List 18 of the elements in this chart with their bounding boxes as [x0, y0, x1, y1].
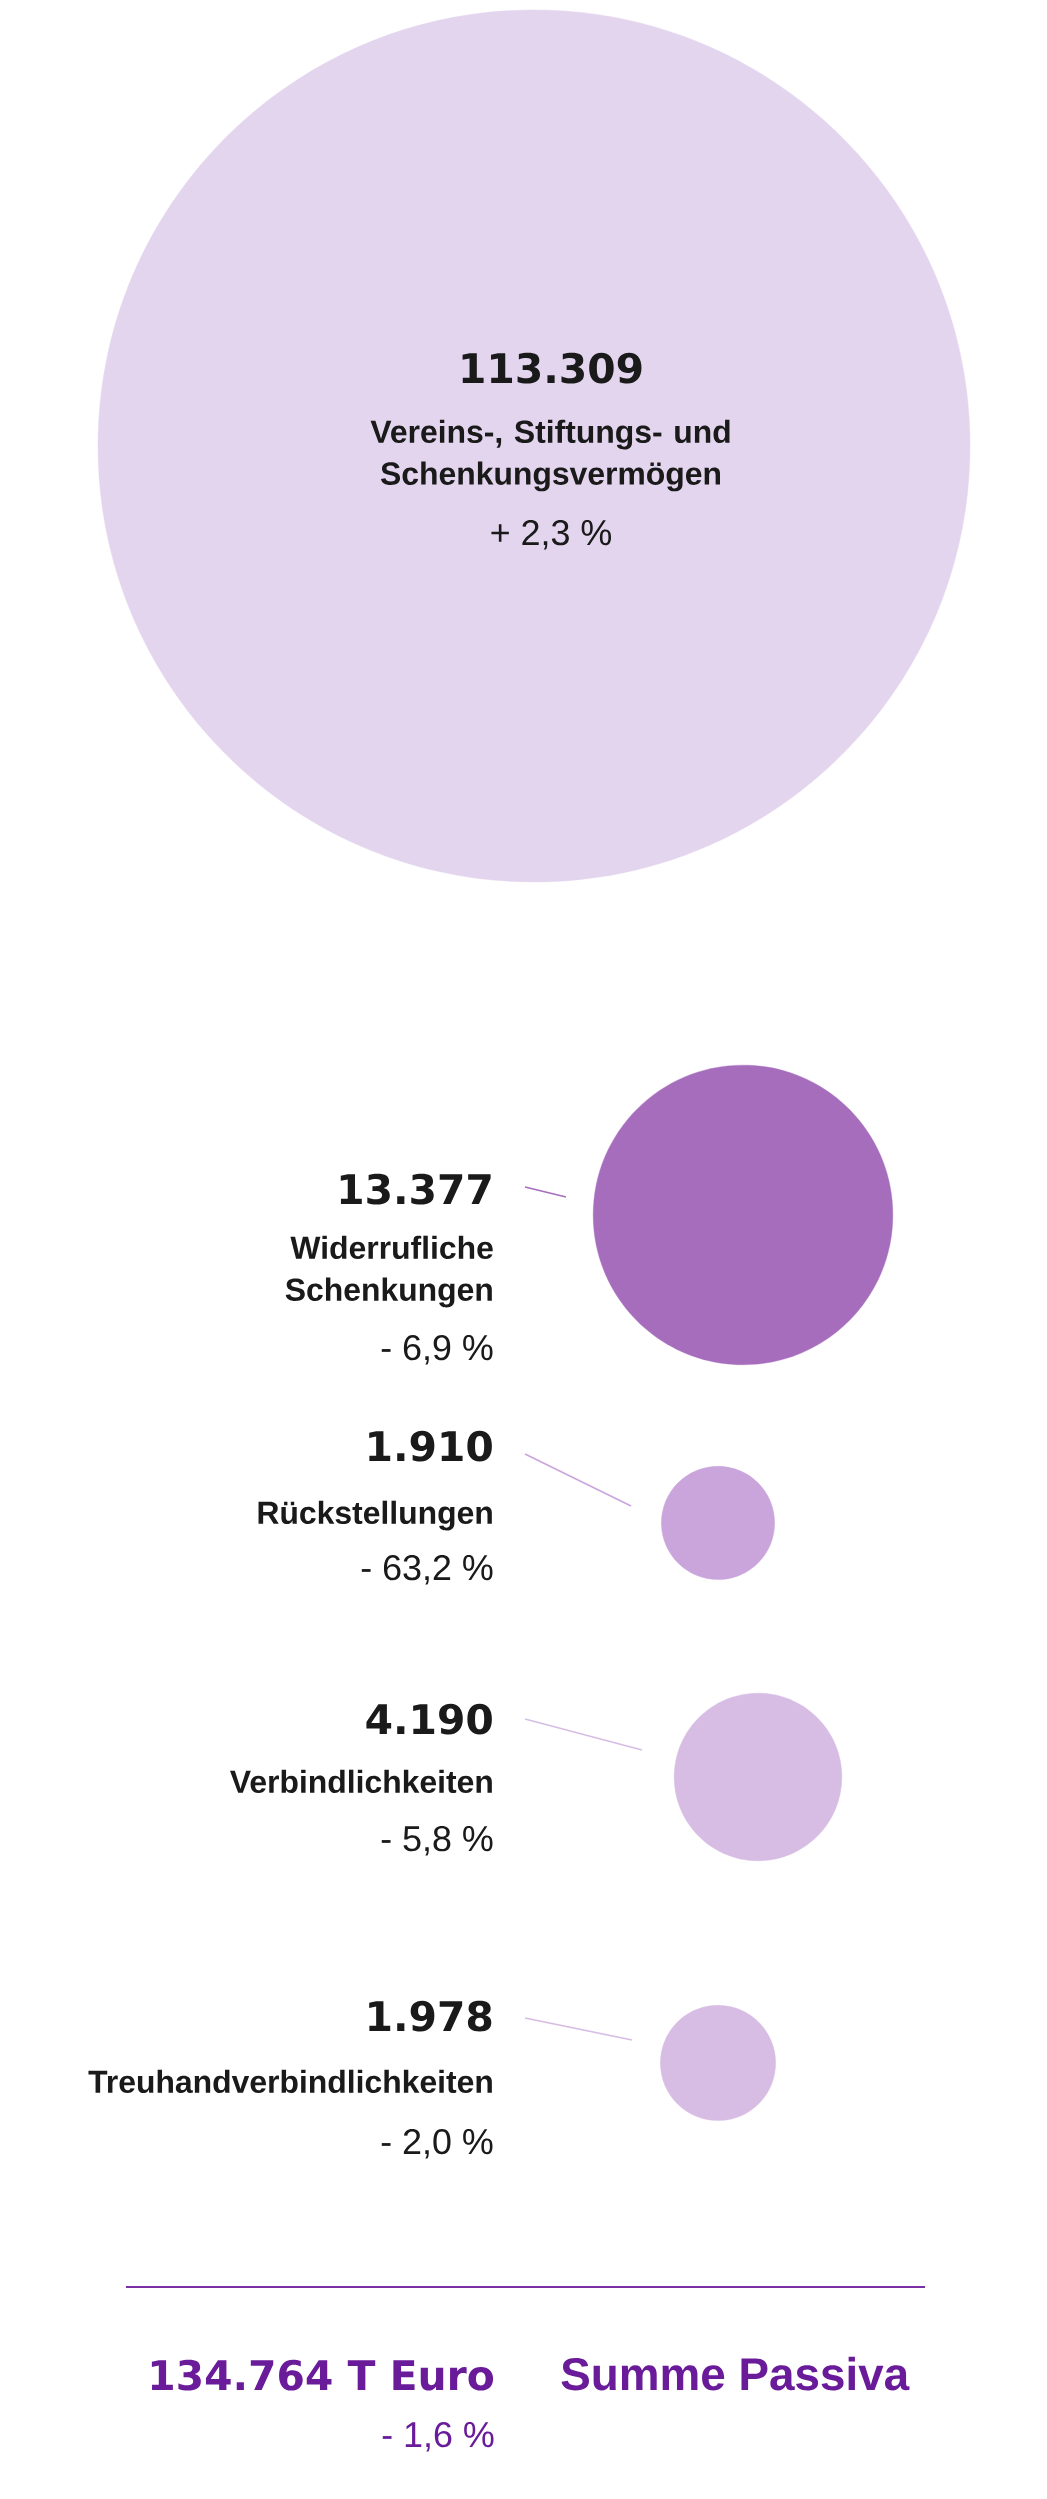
text: - 1,6 % — [382, 2421, 494, 2452]
category-label: Vereins-, Stiftungs- und Schenkungsvermögen — [370, 419, 730, 492]
text: 134.764 T Euro — [151, 2359, 494, 2391]
category-label: Widerrufliche Schenkungen — [285, 1235, 493, 1308]
text: - 2,0 % — [381, 2128, 493, 2159]
text: - 5,8 % — [381, 1825, 493, 1856]
data-label: 1.978 — [369, 2000, 492, 2032]
data-label: 4.190 — [366, 1703, 492, 1735]
text: - 63,2 % — [361, 1554, 493, 1585]
category-label: Treuhandverbindlichkeiten — [88, 2069, 492, 2094]
data-label: 113.309 — [462, 352, 642, 384]
text: + 2,3 % — [491, 519, 612, 550]
data-label: 13.377 — [340, 1173, 491, 1205]
data-label: 1.910 — [369, 1430, 492, 1462]
category-label: Rückstellungen — [258, 1500, 492, 1531]
text: - 6,9 % — [381, 1334, 493, 1365]
text: Summe Passiva — [561, 2356, 910, 2391]
category-label: Verbindlichkeiten — [230, 1769, 492, 1794]
